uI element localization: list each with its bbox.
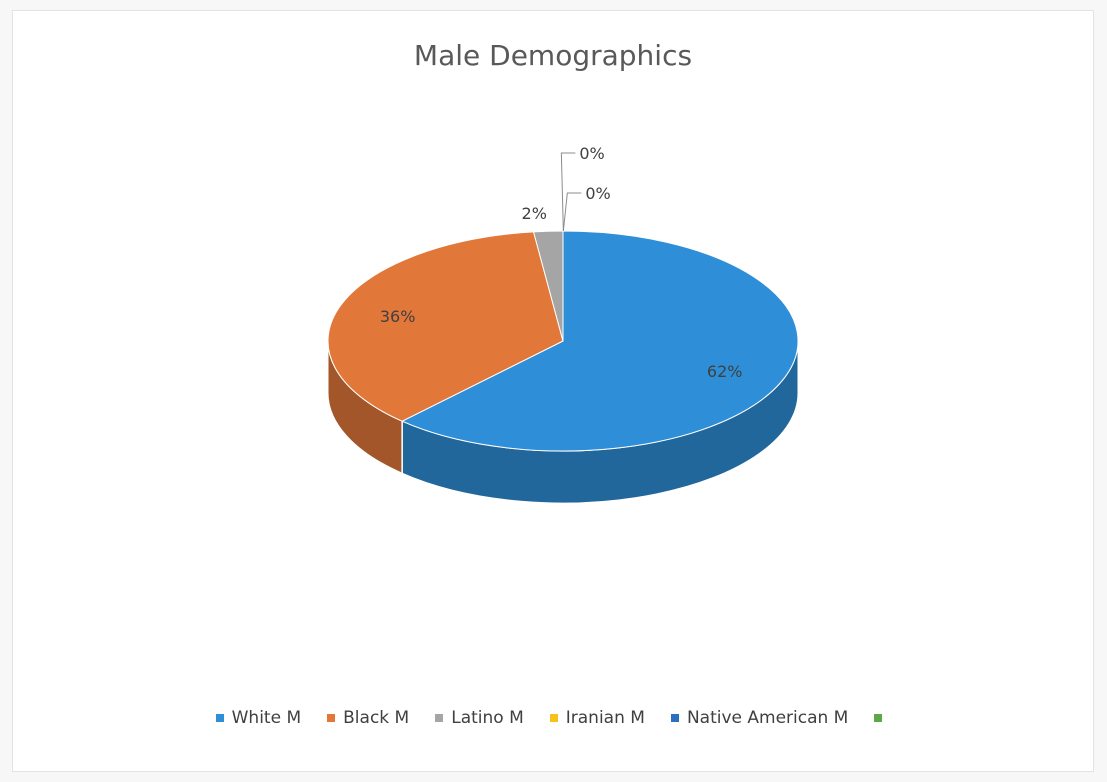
legend-label: Iranian M — [565, 708, 645, 728]
legend-label: White M — [231, 708, 302, 728]
legend-swatch — [435, 714, 444, 722]
legend-item: Latino M — [435, 708, 524, 728]
legend-swatch — [215, 714, 224, 722]
leader-line-3 — [560, 152, 576, 232]
data-label-1: 36% — [380, 307, 416, 326]
leader-line-4 — [562, 192, 582, 232]
legend-swatch — [327, 714, 336, 722]
data-labels: 62% 36% 2% 0% 0% — [380, 144, 743, 381]
data-label-4: 0% — [585, 184, 610, 203]
legend-swatch — [874, 714, 883, 722]
chart-title: Male Demographics — [413, 39, 693, 72]
legend-item: Black M — [327, 708, 409, 728]
chart-area: Male Demographics 62% 36% 2% 0% 0% White M Bl… — [12, 10, 1094, 772]
pie-slice-black-m — [327, 231, 564, 422]
legend-item: Native American M — [670, 708, 849, 728]
data-label-3: 0% — [579, 144, 604, 163]
legend-item: Iranian M — [549, 708, 645, 728]
pie-slices — [327, 230, 799, 452]
data-label-2: 2% — [522, 204, 547, 223]
data-label-0: 62% — [707, 362, 743, 381]
legend-label: Black M — [343, 708, 410, 728]
legend-item — [874, 708, 890, 728]
pie-slice-white-m — [400, 230, 799, 452]
legend-swatch — [670, 714, 679, 722]
legend: White M Black M Latino M Iranian M Native Am… — [13, 708, 1093, 728]
pie-chart: 62% 36% 2% 0% 0% — [327, 144, 799, 504]
legend-label: Latino M — [451, 708, 524, 728]
legend-swatch — [549, 714, 558, 722]
legend-item: White M — [215, 708, 302, 728]
legend-label: Native American M — [686, 708, 849, 728]
